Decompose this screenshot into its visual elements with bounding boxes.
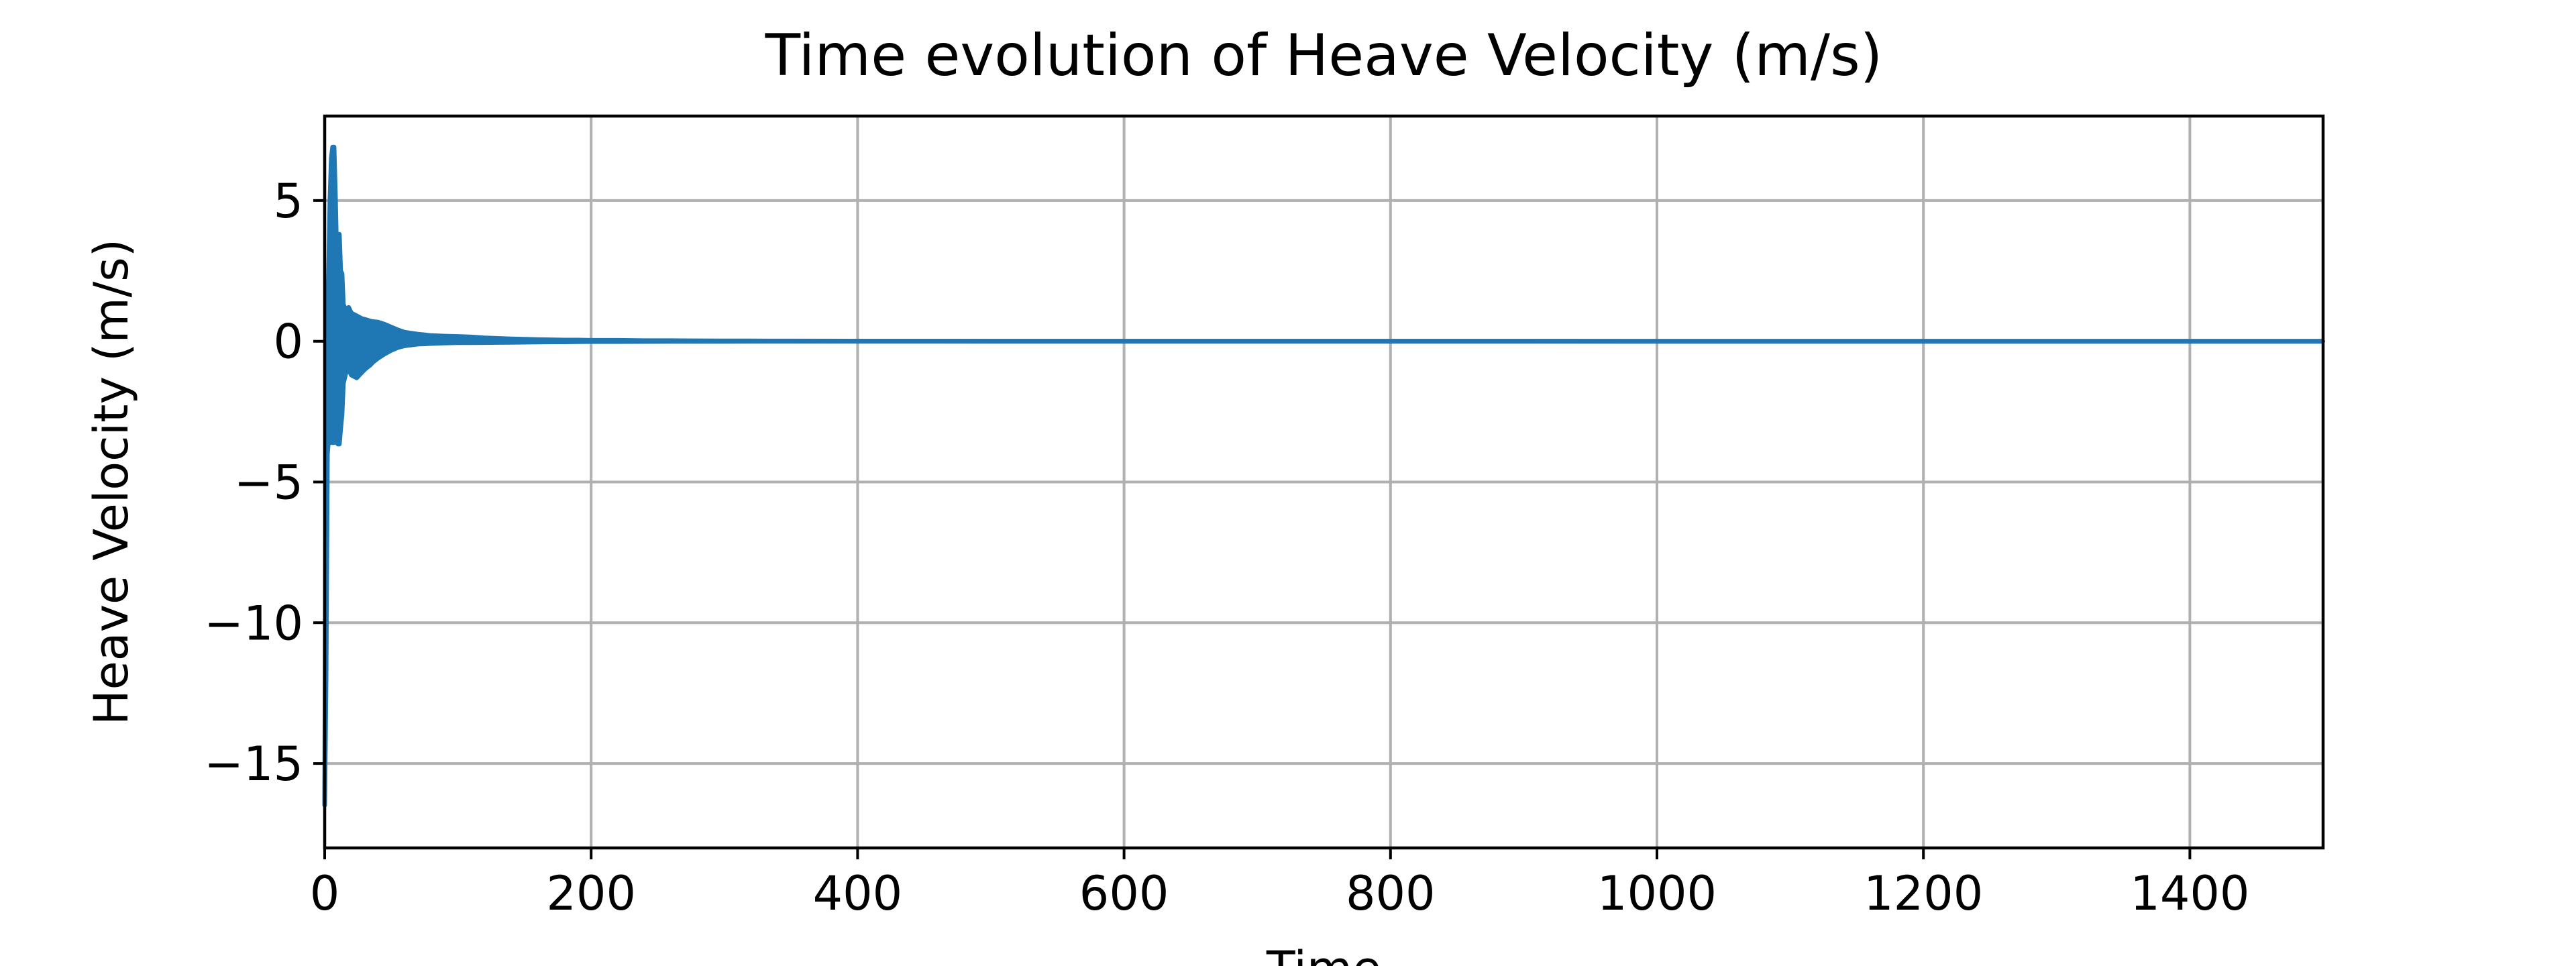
x-tick-label: 800 bbox=[1346, 866, 1436, 921]
y-tick-label: 0 bbox=[273, 315, 303, 370]
y-tick-label: −10 bbox=[204, 596, 303, 651]
y-axis-label: Heave Velocity (m/s) bbox=[84, 239, 139, 725]
x-tick-label: 200 bbox=[546, 866, 636, 921]
x-tick-label: 600 bbox=[1079, 866, 1169, 921]
x-tick-label: 1400 bbox=[2130, 866, 2249, 921]
x-axis-label: Time bbox=[1266, 941, 1381, 966]
y-tick-label: −15 bbox=[204, 737, 303, 792]
x-tick-label: 1000 bbox=[1597, 866, 1717, 921]
axis-ticks: 0 200 400 600 800 1000 1200 1400 5 0 −5 −10 −15 bbox=[204, 174, 2249, 921]
y-tick-label: −5 bbox=[234, 455, 303, 511]
chart-title: Time evolution of Heave Velocity (m/s) bbox=[765, 22, 1883, 89]
x-tick-label: 1200 bbox=[1864, 866, 1983, 921]
series-line-lower bbox=[322, 339, 2323, 806]
y-tick-label: 5 bbox=[273, 174, 303, 229]
x-tick-label: 400 bbox=[813, 866, 903, 921]
x-tick-label: 0 bbox=[310, 866, 340, 921]
